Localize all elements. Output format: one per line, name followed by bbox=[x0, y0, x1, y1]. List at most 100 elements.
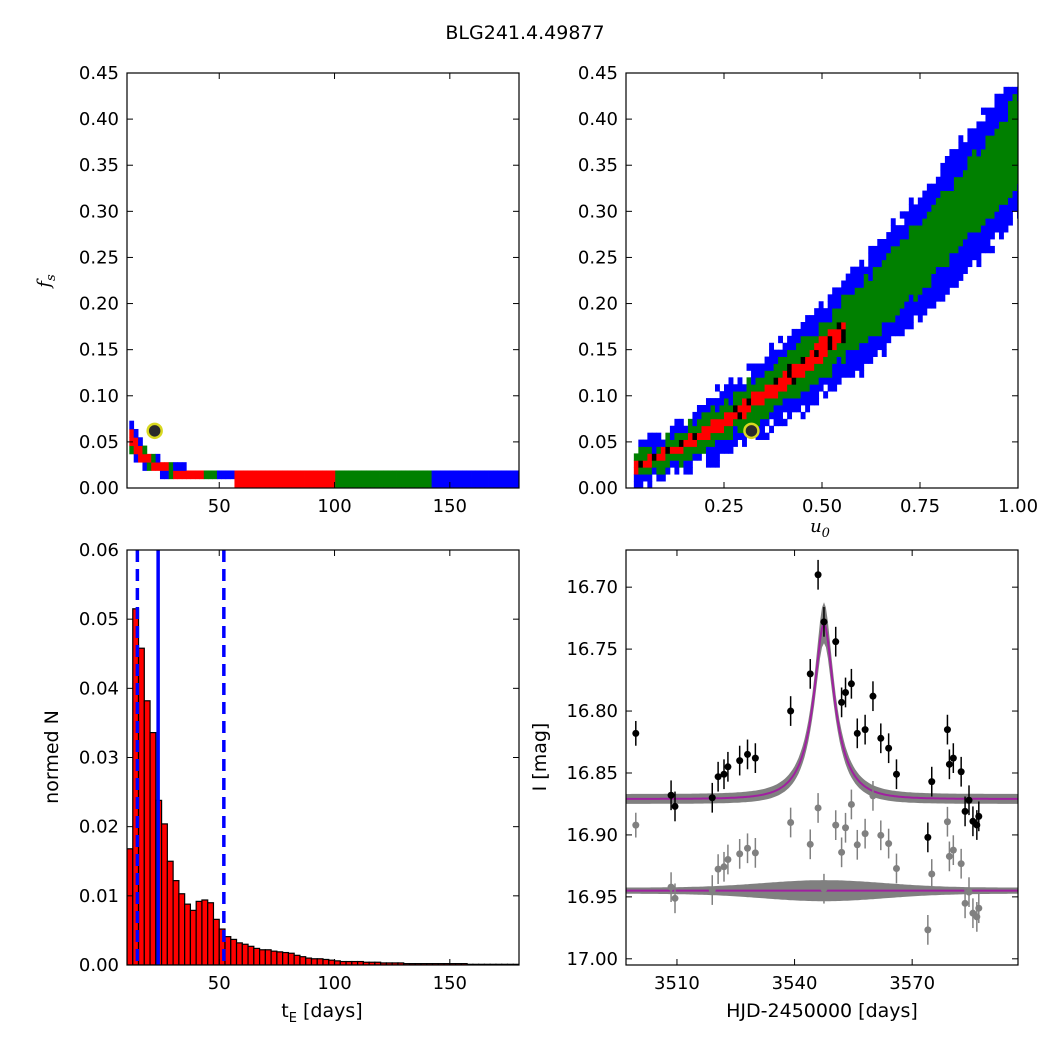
posterior-cell bbox=[514, 478, 519, 488]
data-point bbox=[885, 744, 893, 752]
posterior-cell bbox=[710, 432, 716, 440]
posterior-cell bbox=[886, 322, 892, 330]
posterior-cell bbox=[760, 370, 765, 378]
posterior-cell bbox=[922, 225, 928, 233]
posterior-cell bbox=[1008, 107, 1013, 115]
posterior-cell bbox=[361, 470, 367, 480]
posterior-cell bbox=[908, 211, 914, 219]
posterior-cell bbox=[674, 446, 680, 454]
lightcurve-content bbox=[626, 559, 1018, 945]
posterior-cell bbox=[742, 391, 747, 399]
posterior-cell bbox=[814, 391, 820, 399]
x-tick-label: 150 bbox=[433, 496, 467, 517]
posterior-cell bbox=[998, 218, 1004, 226]
data-point bbox=[861, 726, 869, 734]
residual-point bbox=[671, 894, 679, 902]
residual-point bbox=[736, 850, 744, 858]
posterior-cell bbox=[800, 377, 806, 385]
posterior-cell bbox=[701, 425, 707, 434]
histogram-bar bbox=[201, 899, 209, 965]
posterior-cell bbox=[913, 308, 919, 316]
residual-point bbox=[869, 792, 877, 800]
posterior-cell bbox=[859, 335, 865, 344]
posterior-cell bbox=[872, 266, 878, 274]
posterior-cell bbox=[931, 252, 937, 261]
posterior-cell bbox=[940, 239, 946, 247]
posterior-cell bbox=[809, 384, 815, 392]
posterior-cell bbox=[769, 398, 774, 406]
posterior-cell bbox=[651, 439, 657, 447]
histogram-bar bbox=[276, 951, 284, 965]
posterior-cell bbox=[692, 425, 698, 434]
posterior-cell bbox=[854, 308, 860, 316]
posterior-cell bbox=[387, 470, 393, 480]
posterior-cell bbox=[985, 218, 991, 226]
posterior-cell bbox=[908, 280, 914, 288]
posterior-cell bbox=[256, 470, 262, 480]
x-axis-label: u0 bbox=[810, 516, 830, 541]
posterior-cell bbox=[886, 294, 892, 302]
posterior-cell bbox=[899, 328, 905, 337]
posterior-cell bbox=[854, 328, 860, 337]
posterior-cell bbox=[633, 481, 639, 488]
posterior-cell bbox=[796, 328, 802, 337]
posterior-cell bbox=[778, 377, 784, 385]
posterior-cell bbox=[484, 470, 489, 480]
posterior-cell bbox=[1003, 176, 1009, 185]
posterior-cell bbox=[431, 478, 437, 488]
histogram-bar bbox=[212, 918, 220, 965]
posterior-cell bbox=[832, 308, 838, 316]
posterior-cell bbox=[998, 190, 1004, 198]
posterior-cell bbox=[944, 232, 950, 240]
posterior-cell bbox=[904, 273, 910, 281]
posterior-cell bbox=[841, 342, 847, 351]
data-point bbox=[965, 796, 973, 804]
posterior-cell bbox=[935, 245, 941, 254]
posterior-cell bbox=[724, 446, 729, 454]
posterior-cell bbox=[899, 322, 905, 330]
posterior-cell bbox=[133, 428, 139, 438]
posterior-cell bbox=[791, 349, 797, 357]
best-fit-model-line bbox=[626, 622, 1018, 800]
posterior-cell bbox=[1008, 149, 1013, 157]
posterior-cell bbox=[935, 225, 941, 233]
posterior-cell bbox=[989, 218, 995, 226]
posterior-cell bbox=[913, 211, 919, 219]
posterior-cell bbox=[931, 211, 937, 219]
posterior-cell bbox=[701, 432, 707, 440]
posterior-cell bbox=[823, 308, 829, 316]
posterior-cell bbox=[949, 169, 955, 178]
posterior-cell bbox=[890, 287, 896, 295]
posterior-cell bbox=[850, 287, 856, 295]
posterior-cell bbox=[958, 190, 964, 198]
posterior-cell bbox=[414, 478, 419, 488]
posterior-cell bbox=[665, 460, 671, 468]
posterior-cell bbox=[967, 162, 973, 171]
posterior-cell bbox=[917, 301, 923, 309]
posterior-cell bbox=[800, 411, 806, 420]
posterior-cell bbox=[444, 478, 450, 488]
posterior-cell bbox=[453, 470, 459, 480]
posterior-cell bbox=[944, 156, 950, 164]
posterior-cell bbox=[787, 342, 793, 351]
posterior-cell bbox=[665, 453, 671, 461]
posterior-cell bbox=[733, 439, 738, 447]
histogram-bar bbox=[322, 958, 330, 965]
posterior-cell bbox=[742, 405, 747, 413]
posterior-cell bbox=[173, 462, 178, 471]
posterior-cell bbox=[151, 453, 156, 463]
posterior-cell bbox=[868, 349, 874, 357]
posterior-cell bbox=[265, 478, 270, 488]
posterior-cell bbox=[899, 315, 905, 323]
posterior-cell bbox=[944, 266, 950, 274]
posterior-cell bbox=[922, 218, 928, 226]
posterior-cell bbox=[769, 411, 774, 420]
posterior-cell bbox=[890, 280, 896, 288]
posterior-cell bbox=[989, 176, 995, 185]
posterior-cell bbox=[352, 470, 358, 480]
best-fit-marker bbox=[146, 422, 163, 440]
posterior-cell bbox=[719, 405, 725, 413]
posterior-cell bbox=[931, 239, 937, 247]
histogram-bar bbox=[149, 731, 157, 965]
posterior-cell bbox=[962, 142, 968, 150]
